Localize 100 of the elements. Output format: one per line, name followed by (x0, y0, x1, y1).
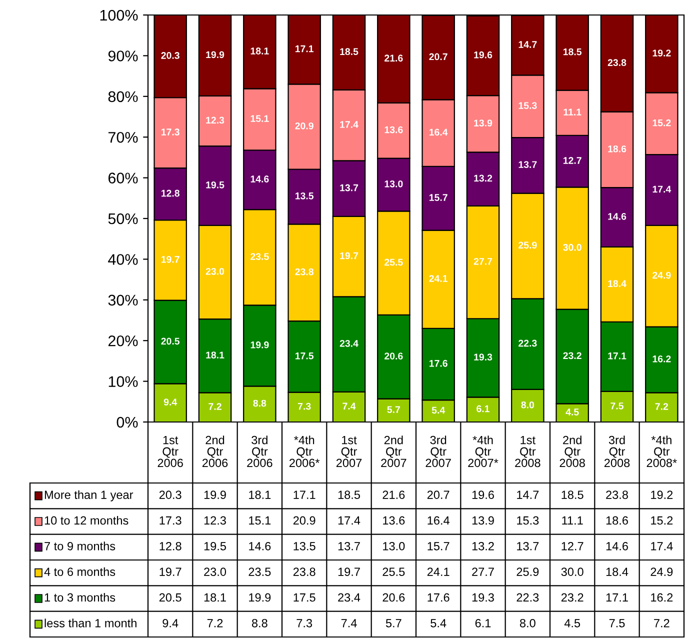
data-label: 14.7 (517, 490, 539, 499)
text: 7.5 (610, 402, 624, 410)
text: 19.9 (250, 341, 269, 348)
data-label: 12.7 (562, 542, 584, 550)
y-tick-label: 10% (108, 376, 138, 387)
data-label: 5.4 (430, 619, 446, 628)
x-tick-label: 2nd Qtr 2008 (560, 436, 585, 468)
text: 23.8 (608, 59, 626, 66)
data-label: 15.3 (517, 516, 539, 525)
x-tick-label: 1st Qtr 2007 (336, 436, 362, 468)
y-tick-label: 20% (108, 335, 138, 346)
text: 19.2 (652, 50, 671, 56)
legend-label: 7 to 9 months (44, 542, 116, 550)
text: 22.3 (518, 340, 537, 347)
text: 19.7 (161, 256, 180, 263)
text: 20.6 (384, 352, 403, 360)
y-tick-label: 0% (116, 416, 138, 428)
x-tick-label: 1st Qtr 2008 (515, 436, 540, 468)
data-label: 19.7 (160, 568, 182, 576)
text: 17.4 (652, 186, 672, 193)
data-label: 18.4 (606, 568, 628, 576)
text: 20.5 (161, 338, 180, 345)
text: 12.3 (206, 116, 224, 124)
text: 20.7 (429, 53, 448, 60)
text: 15.2 (652, 119, 671, 126)
text: 12.8 (161, 190, 180, 197)
data-label: 23.8 (606, 490, 628, 499)
y-tick-label: 60% (108, 172, 138, 184)
text: 17.1 (608, 352, 626, 360)
data-label: 18.1 (204, 593, 226, 602)
text: 18.1 (206, 352, 224, 358)
legend-label: 4 to 6 months (44, 567, 116, 576)
data-label: 13.2 (472, 542, 494, 550)
data-label: 20.7 (427, 490, 450, 499)
text: 7.2 (655, 403, 668, 410)
data-label: 17.4 (651, 542, 673, 550)
text: 23.8 (295, 268, 314, 276)
text: 19.5 (206, 181, 224, 188)
legend-label: 1 to 3 months (44, 592, 116, 602)
data-label: 14.6 (606, 542, 628, 550)
text: 17.4 (340, 121, 358, 128)
data-label: 23.4 (338, 593, 360, 602)
text: 16.2 (652, 355, 671, 362)
data-label: 17.4 (338, 516, 360, 525)
category-label: *4th Qtr 2006* (290, 436, 320, 468)
data-label: 18.5 (338, 490, 360, 499)
data-label: 18.6 (606, 516, 628, 525)
data-label: 25.9 (516, 568, 539, 576)
data-label: 13.7 (517, 542, 539, 550)
text: 13.5 (295, 192, 314, 200)
y-tick-label: 30% (108, 294, 138, 306)
text: 24.9 (652, 272, 671, 279)
data-label: 19.9 (204, 490, 226, 499)
text: 17.3 (161, 128, 180, 136)
text: 23.5 (250, 253, 269, 260)
text: 7.2 (208, 403, 222, 410)
data-label: 7.2 (207, 618, 223, 628)
data-label: 23.5 (248, 568, 271, 576)
text: 23.0 (206, 268, 224, 275)
data-label: 15.7 (428, 542, 450, 550)
text: 7.4 (342, 402, 356, 410)
text: 13.7 (518, 161, 537, 168)
data-label: 20.3 (159, 490, 182, 499)
data-label: 23.0 (204, 568, 226, 576)
y-tick-label: 70% (108, 132, 138, 143)
text: 19.6 (474, 51, 492, 58)
x-tick-label: 1st Qtr 2006 (158, 436, 183, 468)
data-label: 24.1 (427, 568, 450, 576)
text: 4.5 (566, 408, 579, 416)
text: 17.1 (295, 45, 314, 52)
data-label: 20.9 (293, 516, 316, 525)
data-label: 17.1 (294, 490, 316, 499)
text: 18.4 (608, 280, 626, 288)
data-label: 23.2 (561, 593, 584, 602)
text: 13.0 (384, 180, 403, 188)
data-label: 15.1 (249, 516, 271, 525)
data-label: 18.5 (562, 490, 584, 499)
data-label: 17.6 (428, 593, 450, 602)
text: 30.0 (563, 244, 582, 251)
text: 19.9 (206, 51, 224, 58)
data-label: 13.6 (383, 516, 405, 525)
text: 18.6 (608, 145, 626, 152)
text: 19.3 (474, 354, 492, 361)
text: 17.5 (295, 352, 314, 360)
data-label: 4.5 (564, 619, 580, 628)
x-tick-label: 2nd Qtr 2006 (202, 436, 228, 468)
y-tick-label: 40% (108, 254, 138, 265)
data-label: 8.8 (252, 618, 268, 628)
text: 8.8 (253, 400, 266, 407)
data-label: 15.2 (651, 516, 673, 525)
data-label: 13.7 (338, 542, 360, 550)
category-label: *4th Qtr 2008* (646, 436, 677, 468)
data-label: 8.0 (520, 618, 536, 628)
text: 9.4 (164, 398, 178, 406)
data-label: 13.0 (383, 542, 405, 550)
text: 27.7 (474, 258, 492, 265)
x-tick-label: 2nd Qtr 2007 (381, 436, 406, 468)
data-label: 13.5 (294, 542, 316, 550)
data-label: 12.3 (204, 516, 226, 525)
text: 20.3 (161, 52, 180, 59)
